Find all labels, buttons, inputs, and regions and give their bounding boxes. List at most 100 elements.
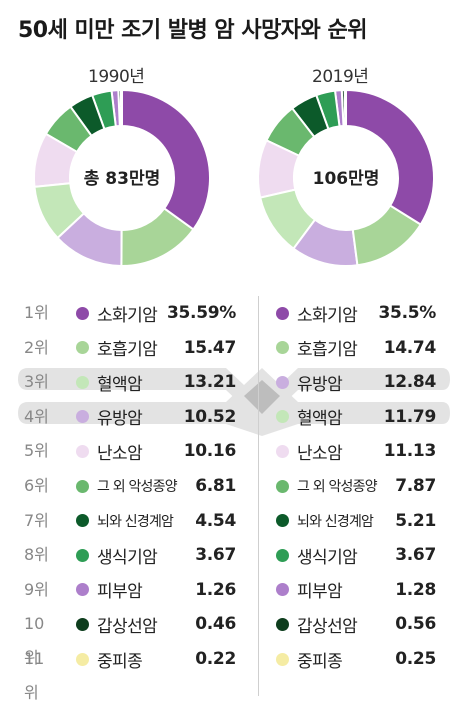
donut-slice	[265, 106, 316, 158]
rank-label: 10위	[24, 614, 45, 668]
rank-label: 7위	[24, 510, 49, 530]
category-name: 난소암	[297, 443, 343, 464]
table-row: 혈액암 11.79	[276, 400, 436, 434]
category-value: 3.67	[195, 545, 236, 566]
rank-label: 3위	[24, 372, 49, 392]
legend-dot	[276, 410, 289, 424]
category-value: 35.59%	[166, 303, 236, 323]
table-row: 피부암 1.26	[76, 573, 236, 607]
column-divider	[258, 296, 259, 696]
table-row: 혈액암 13.21	[76, 365, 236, 399]
category-name: 피부암	[97, 582, 143, 603]
highlight-band-4	[18, 368, 450, 436]
category-name: 혈액암	[297, 409, 343, 430]
legend-dot	[276, 375, 289, 389]
donut-slice	[121, 88, 211, 231]
donut-chart-2019: 106만명	[257, 88, 435, 267]
rank-label: 2위	[24, 337, 49, 357]
table-row: 생식기암 3.67	[76, 538, 236, 572]
legend-dot	[76, 617, 89, 631]
donut-center-total: 총 83만명	[84, 169, 161, 189]
legend-dot	[76, 444, 89, 458]
category-name: 난소암	[97, 443, 143, 464]
category-name: 소화기암	[97, 305, 158, 326]
legend-dot	[76, 652, 89, 666]
donut-slice	[33, 132, 79, 188]
category-name: 호흡기암	[97, 340, 158, 361]
category-value: 10.16	[183, 441, 237, 462]
category-name: 뇌와 신경계암	[297, 513, 374, 530]
table-row: 유방암 12.84	[276, 365, 436, 399]
table-row: 호흡기암 14.74	[276, 331, 436, 365]
rank-label: 8위	[24, 545, 49, 565]
rank-label: 4위	[24, 406, 49, 426]
legend-dot	[276, 548, 289, 562]
table-row: 그 외 악성종양 7.87	[276, 469, 436, 503]
category-name: 생식기암	[297, 547, 358, 568]
category-value: 0.46	[195, 614, 236, 635]
table-row: 호흡기암 15.47	[76, 331, 236, 365]
legend-dot	[76, 306, 89, 320]
category-value: 6.81	[195, 476, 236, 496]
category-name: 소화기암	[297, 305, 358, 326]
category-value: 13.21	[183, 372, 237, 393]
category-name: 그 외 악성종양	[297, 479, 378, 495]
donut-slice	[44, 105, 93, 154]
legend-dot	[276, 514, 289, 528]
table-row: 뇌와 신경계암 5.21	[276, 504, 436, 538]
legend-dot	[276, 444, 289, 458]
legend-dot	[276, 617, 289, 631]
category-value: 15.47	[183, 337, 237, 358]
legend-dot	[76, 410, 89, 424]
category-name: 그 외 악성종양	[97, 479, 178, 495]
table-row: 유방암 10.52	[76, 400, 236, 434]
category-name: 생식기암	[97, 547, 158, 568]
table-row: 중피종 0.25	[276, 642, 436, 676]
category-name: 중피종	[297, 651, 343, 672]
page-title: 50세 미만 조기 발병 암 사망자와 순위	[18, 18, 367, 43]
donut-slice	[345, 88, 435, 226]
category-name: 중피종	[97, 651, 143, 672]
category-name: 호흡기암	[297, 340, 358, 361]
category-name: 뇌와 신경계암	[97, 513, 174, 530]
legend-dot	[276, 341, 289, 355]
table-row: 난소암 11.13	[276, 434, 436, 468]
donut-chart-1990: 총 83만명	[33, 88, 211, 268]
category-value: 0.25	[395, 649, 436, 669]
legend-dot	[76, 514, 89, 528]
category-value: 35.5%	[378, 303, 437, 323]
donut-slice	[257, 139, 301, 199]
rank-label: 11위	[24, 649, 45, 702]
table-row: 갑상선암 0.46	[76, 607, 236, 641]
category-name: 유방암	[297, 374, 343, 395]
category-value: 11.13	[383, 441, 437, 462]
donut-slice	[69, 93, 106, 138]
rank-label: 5위	[24, 441, 49, 461]
rank-label: 1위	[24, 303, 49, 322]
rank-label: 6위	[24, 476, 49, 495]
category-value: 7.87	[395, 476, 436, 496]
donut-slice	[259, 188, 317, 251]
legend-dot	[276, 583, 289, 597]
category-value: 10.52	[183, 406, 237, 427]
category-value: 0.56	[395, 614, 436, 635]
table-row: 뇌와 신경계암 4.54	[76, 504, 236, 538]
rank-label: 9위	[24, 579, 49, 599]
category-value: 4.54	[195, 510, 236, 531]
category-name: 유방암	[97, 409, 143, 430]
table-row: 소화기암 35.5%	[276, 296, 436, 330]
legend-dot	[276, 306, 289, 320]
donut-slice	[290, 93, 330, 139]
category-value: 12.84	[383, 372, 437, 393]
table-row: 갑상선암 0.56	[276, 607, 436, 641]
category-name: 갑상선암	[297, 616, 358, 637]
category-value: 1.26	[195, 579, 236, 600]
swap-diamond	[244, 380, 280, 414]
donut-slice	[120, 206, 195, 267]
legend-dot	[76, 548, 89, 562]
table-row: 난소암 10.16	[76, 434, 236, 468]
legend-dot	[76, 341, 89, 355]
legend-dot	[276, 652, 289, 666]
